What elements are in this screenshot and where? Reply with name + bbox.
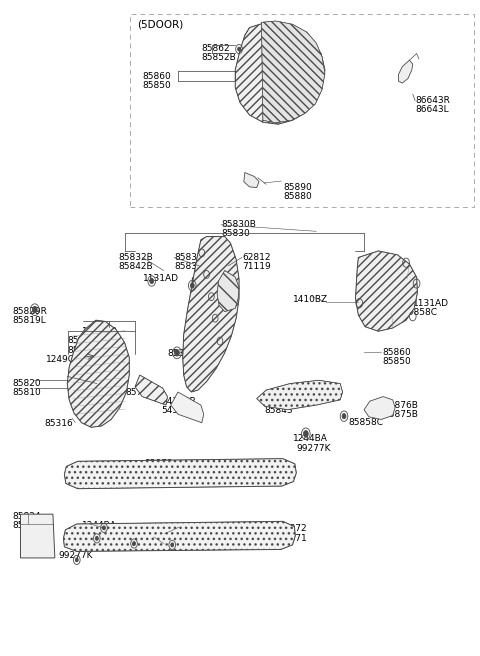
Text: 85829R: 85829R <box>12 307 47 316</box>
Text: 86643L: 86643L <box>416 105 449 114</box>
Text: 62812: 62812 <box>242 253 270 262</box>
Text: 54325B: 54325B <box>162 397 196 405</box>
Text: 85839C: 85839C <box>191 286 226 295</box>
Text: 85833E: 85833E <box>174 262 208 271</box>
Text: 1410BZ: 1410BZ <box>293 295 329 304</box>
Text: 85810: 85810 <box>12 388 41 397</box>
Text: 1131AD: 1131AD <box>413 298 449 308</box>
Circle shape <box>132 542 135 546</box>
Text: 85830B: 85830B <box>221 220 256 229</box>
Text: 85860: 85860 <box>143 72 171 81</box>
Text: 85865R: 85865R <box>67 346 102 355</box>
Text: 85871: 85871 <box>144 468 173 477</box>
Polygon shape <box>364 397 395 419</box>
Circle shape <box>103 526 106 530</box>
Text: 85890: 85890 <box>283 183 312 192</box>
Circle shape <box>171 543 174 547</box>
Text: 85843: 85843 <box>265 405 293 415</box>
Text: 85830: 85830 <box>221 230 250 238</box>
Text: 85316: 85316 <box>44 419 73 428</box>
Text: 85871: 85871 <box>278 534 307 543</box>
Polygon shape <box>262 21 325 123</box>
Text: 1249GB: 1249GB <box>82 327 118 336</box>
Text: 71119: 71119 <box>242 262 271 271</box>
Circle shape <box>150 278 154 283</box>
Circle shape <box>238 47 240 51</box>
Text: 1244BA: 1244BA <box>82 522 117 530</box>
Polygon shape <box>235 22 325 124</box>
Text: 82370: 82370 <box>191 277 219 286</box>
Text: 85872: 85872 <box>278 524 307 533</box>
Text: 85850: 85850 <box>382 357 411 366</box>
Text: 85824: 85824 <box>12 512 40 522</box>
Text: 86643R: 86643R <box>416 96 451 105</box>
Text: 85876B: 85876B <box>383 401 418 410</box>
Text: 85874B: 85874B <box>155 539 190 547</box>
Polygon shape <box>183 237 239 392</box>
Text: 85325E: 85325E <box>168 349 202 358</box>
Text: 85872: 85872 <box>144 459 173 468</box>
Text: 85875B: 85875B <box>383 410 418 419</box>
Circle shape <box>33 306 37 313</box>
Text: 85819L: 85819L <box>12 316 46 325</box>
Text: 85862: 85862 <box>202 44 230 53</box>
Polygon shape <box>217 270 239 312</box>
Text: 85845: 85845 <box>265 397 293 405</box>
Bar <box>130 14 474 207</box>
Text: 85842B: 85842B <box>118 262 153 271</box>
Text: 85852B: 85852B <box>202 53 237 62</box>
Polygon shape <box>67 320 129 427</box>
Circle shape <box>75 558 78 562</box>
Text: 1244BA: 1244BA <box>292 434 327 443</box>
Text: 99277K: 99277K <box>296 444 331 453</box>
Text: 85860: 85860 <box>382 348 411 357</box>
Text: 99277K: 99277K <box>59 552 93 560</box>
Polygon shape <box>135 375 168 405</box>
Circle shape <box>342 413 346 419</box>
Polygon shape <box>171 392 204 422</box>
Text: 54315A: 54315A <box>162 405 196 415</box>
Text: 85833F: 85833F <box>174 253 208 262</box>
Text: 85850: 85850 <box>143 81 171 90</box>
Circle shape <box>303 430 308 437</box>
Text: 85823B: 85823B <box>12 522 47 530</box>
Circle shape <box>96 537 98 541</box>
Text: 1249GE: 1249GE <box>46 356 82 365</box>
Text: 85820: 85820 <box>12 379 40 388</box>
Polygon shape <box>63 522 295 552</box>
Text: 1131AD: 1131AD <box>143 274 179 283</box>
Polygon shape <box>356 251 418 331</box>
Polygon shape <box>257 380 343 409</box>
Text: 85855L: 85855L <box>67 337 101 346</box>
Polygon shape <box>21 514 55 558</box>
Polygon shape <box>64 459 296 489</box>
Text: 85858C: 85858C <box>402 308 437 318</box>
Text: 85880: 85880 <box>283 192 312 201</box>
Text: 85858C: 85858C <box>349 418 384 427</box>
Text: 85858C: 85858C <box>180 529 215 537</box>
Polygon shape <box>244 173 259 188</box>
Circle shape <box>191 283 194 288</box>
Circle shape <box>175 350 180 356</box>
Text: (5DOOR): (5DOOR) <box>137 19 184 29</box>
Text: 85744: 85744 <box>125 388 154 397</box>
Polygon shape <box>398 60 413 83</box>
Text: 85832B: 85832B <box>118 253 153 262</box>
